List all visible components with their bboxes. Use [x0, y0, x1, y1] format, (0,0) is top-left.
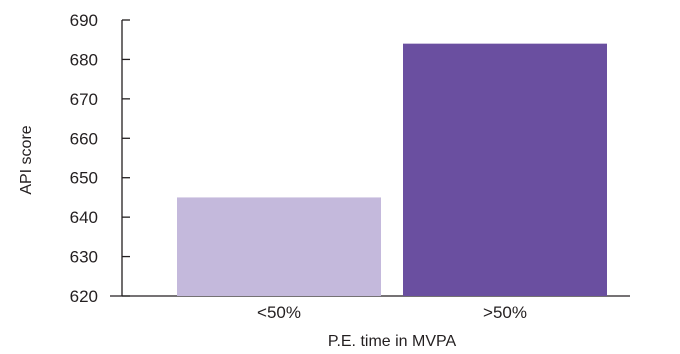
y-tick-label: 620 [70, 287, 98, 306]
bars [177, 43, 607, 297]
y-axis: 620 630 640 650 660 670 680 690 [70, 11, 130, 306]
bar-below-50 [177, 197, 381, 296]
y-tick-label: 670 [70, 90, 98, 109]
bar-above-50 [403, 43, 607, 297]
x-axis-category-labels: <50% >50% [257, 303, 527, 322]
y-tick-label: 660 [70, 129, 98, 148]
y-axis-title: API score [18, 125, 35, 194]
x-axis-title: P.E. time in MVPA [328, 333, 457, 350]
y-axis-ticks: 620 630 640 650 660 670 680 690 [70, 11, 130, 306]
y-tick-label: 680 [70, 50, 98, 69]
y-tick-label: 640 [70, 208, 98, 227]
y-tick-label: 630 [70, 248, 98, 267]
y-tick-label: 690 [70, 11, 98, 30]
x-category-label: >50% [483, 303, 527, 322]
x-category-label: <50% [257, 303, 301, 322]
y-tick-label: 650 [70, 169, 98, 188]
